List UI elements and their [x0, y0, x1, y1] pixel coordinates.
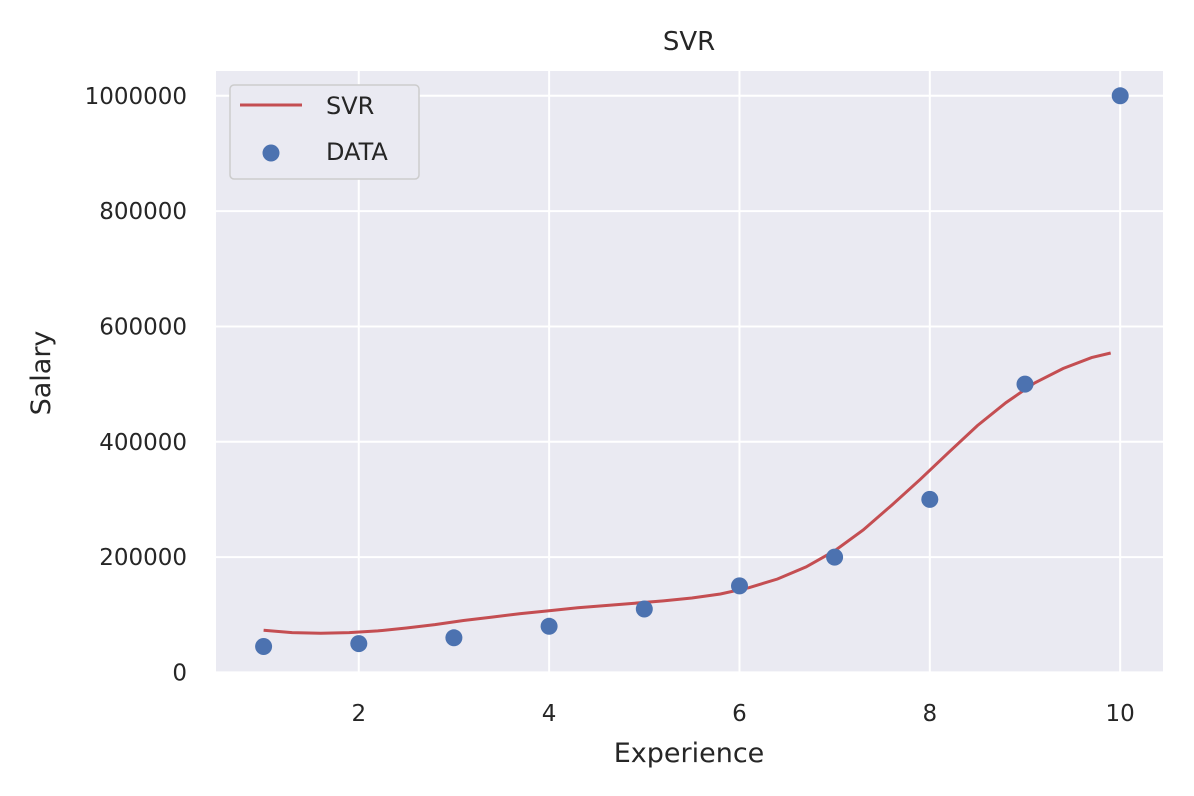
- legend-box: [229, 84, 420, 180]
- y-tick-label: 800000: [99, 199, 187, 225]
- y-tick-label: 1000000: [85, 84, 187, 110]
- x-tick-label: 4: [542, 701, 557, 727]
- data-point: [445, 629, 463, 647]
- data-point: [350, 635, 368, 653]
- y-tick-label: 0: [172, 660, 187, 686]
- legend-data-label: DATA: [326, 138, 388, 166]
- x-tick-label: 6: [732, 701, 747, 727]
- x-axis-label: Experience: [614, 738, 765, 769]
- x-tick-label: 10: [1106, 701, 1135, 727]
- data-point: [540, 617, 558, 635]
- data-point: [1111, 87, 1129, 105]
- y-tick-label: 200000: [99, 545, 187, 571]
- gridlines: [216, 71, 1163, 674]
- x-tick-label: 2: [351, 701, 366, 727]
- data-point: [826, 548, 844, 566]
- legend-data-marker-swatch: [262, 144, 280, 162]
- svr-line: [263, 351, 1112, 635]
- data-point: [255, 638, 273, 655]
- data-point: [731, 577, 748, 595]
- legend-svr-label: SVR: [326, 92, 374, 120]
- x-tick-labels: 2 4 6 8 10: [351, 701, 1134, 727]
- data-point: [635, 600, 653, 618]
- x-tick-label: 8: [922, 701, 937, 727]
- y-tick-labels: 0 200000 400000 600000 800000 1000000: [85, 84, 187, 687]
- chart-title: SVR: [663, 27, 715, 57]
- y-axis-label: Salary: [26, 331, 57, 416]
- y-tick-label: 400000: [99, 430, 187, 456]
- legend: SVR DATA: [229, 84, 420, 180]
- y-tick-label: 600000: [99, 314, 187, 340]
- series-layer: [255, 87, 1129, 655]
- data-point: [921, 490, 939, 508]
- data-point: [1016, 375, 1034, 393]
